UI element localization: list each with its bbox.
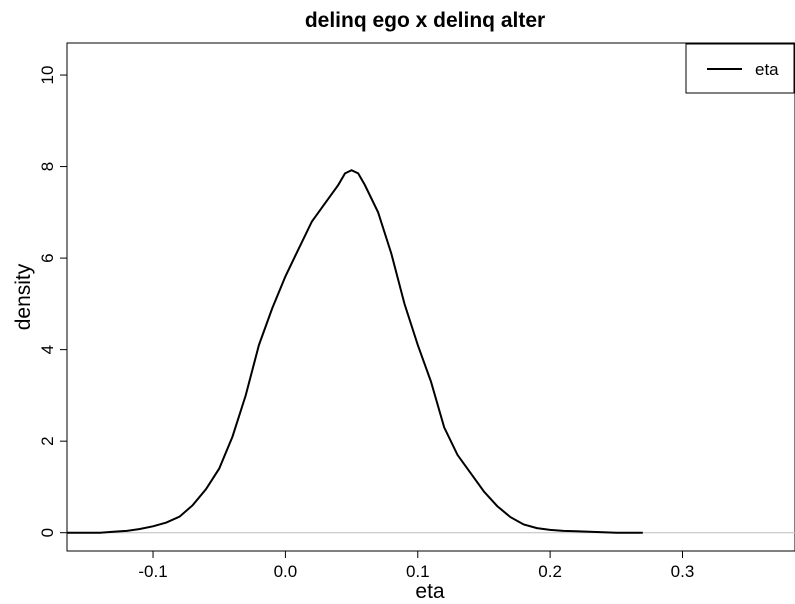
y-axis-label: density: [12, 263, 35, 330]
y-tick-label: 4: [38, 345, 57, 354]
chart-title: delinq ego x delinq alter: [305, 9, 545, 32]
y-tick-label: 10: [38, 66, 57, 85]
x-tick-label: 0.0: [274, 562, 298, 581]
series-line-eta: [67, 169, 643, 534]
x-axis-label: eta: [415, 580, 445, 603]
x-tick-label: 0.2: [538, 562, 562, 581]
y-axis-ticks: 0 2 4 6 8 10: [38, 66, 67, 537]
y-tick-label: 8: [38, 162, 57, 171]
legend-label-eta: eta: [755, 60, 779, 79]
x-tick-label: -0.1: [138, 562, 167, 581]
x-tick-label: 0.3: [671, 562, 695, 581]
y-tick-label: 0: [38, 528, 57, 537]
plot-frame: [66, 42, 795, 552]
x-axis-ticks: -0.1 0.0 0.1 0.2 0.3: [138, 551, 694, 581]
legend: eta: [685, 43, 795, 94]
y-tick-label: 2: [38, 436, 57, 445]
x-tick-label: 0.1: [406, 562, 430, 581]
y-tick-label: 6: [38, 253, 57, 262]
